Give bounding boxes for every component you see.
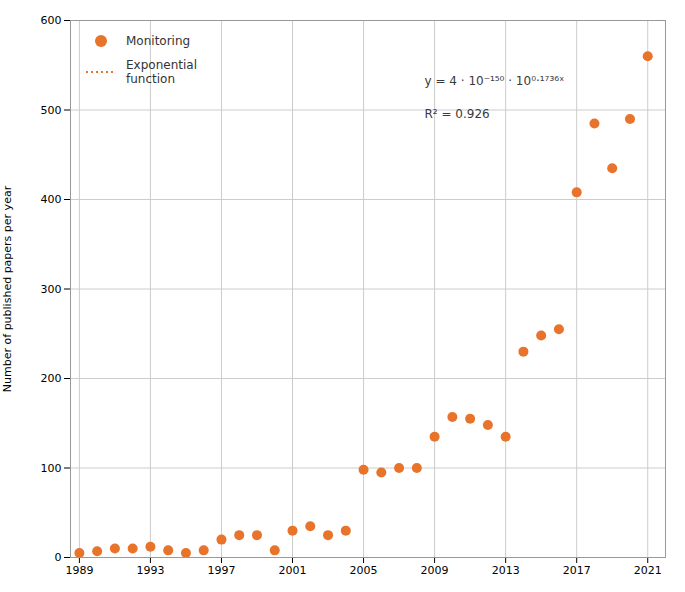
html-text:Exponential: Exponential: [126, 58, 197, 72]
svg-text:2013: 2013: [492, 564, 520, 577]
svg-text:0: 0: [55, 551, 62, 564]
svg-text:2017: 2017: [563, 564, 591, 577]
svg-text:R² = 0.926: R² = 0.926: [425, 107, 490, 121]
svg-text:200: 200: [41, 372, 62, 385]
svg-text:1997: 1997: [207, 564, 235, 577]
svg-text:600: 600: [41, 14, 62, 27]
svg-text:1993: 1993: [136, 564, 164, 577]
svg-text:1989: 1989: [65, 564, 93, 577]
svg-text:2001: 2001: [279, 564, 307, 577]
svg-text:300: 300: [41, 283, 62, 296]
svg-text:2005: 2005: [350, 564, 378, 577]
html-text:function: function: [126, 72, 175, 86]
svg-text:y = 4 · 10⁻¹⁵⁰ · 10⁰·¹⁷³⁶ˣ: y = 4 · 10⁻¹⁵⁰ · 10⁰·¹⁷³⁶ˣ: [425, 74, 565, 88]
svg-text:2009: 2009: [421, 564, 449, 577]
svg-text:400: 400: [41, 193, 62, 206]
svg-text:Number of published papers per: Number of published papers per year: [1, 185, 14, 392]
svg-text:100: 100: [41, 462, 62, 475]
svg-text:500: 500: [41, 104, 62, 117]
html-text:Monitoring: Monitoring: [126, 34, 191, 48]
svg-text:2021: 2021: [634, 564, 662, 577]
